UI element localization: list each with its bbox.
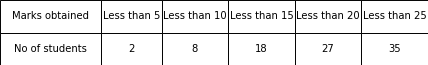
Text: Marks obtained: Marks obtained [12, 11, 89, 21]
Bar [161, 0, 228, 32]
Bar [101, 0, 161, 32]
Bar [361, 0, 428, 32]
Text: 2: 2 [128, 44, 134, 54]
Bar [0, 0, 101, 32]
Text: 8: 8 [192, 44, 198, 54]
Bar [295, 32, 361, 65]
Text: Less than 15: Less than 15 [229, 11, 293, 21]
Text: Less than 25: Less than 25 [363, 11, 427, 21]
Bar [228, 0, 295, 32]
Text: No of students: No of students [14, 44, 87, 54]
Bar [101, 32, 161, 65]
Bar [228, 32, 295, 65]
Text: 18: 18 [255, 44, 268, 54]
Text: Less than 5: Less than 5 [103, 11, 160, 21]
Text: Less than 10: Less than 10 [163, 11, 227, 21]
Bar [0, 32, 101, 65]
Bar [361, 32, 428, 65]
Bar [295, 0, 361, 32]
Bar [161, 32, 228, 65]
Text: Less than 20: Less than 20 [296, 11, 360, 21]
Text: 27: 27 [322, 44, 334, 54]
Text: 35: 35 [388, 44, 401, 54]
